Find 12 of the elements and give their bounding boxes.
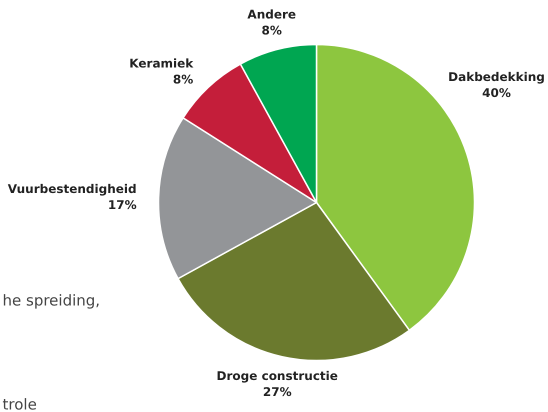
text: he spreiding, xyxy=(2,292,100,310)
data-label: 8% xyxy=(262,23,282,38)
data-label: 17% xyxy=(108,198,137,212)
slice-label: Dakbedekking xyxy=(448,70,545,84)
slice-label: Andere xyxy=(247,7,296,22)
slice-label: Vuurbestendigheid xyxy=(8,182,137,196)
slice-label: Keramiek xyxy=(129,56,194,70)
slice-label: Droge constructie xyxy=(216,369,338,384)
text: trole xyxy=(2,396,37,412)
data-label: 27% xyxy=(262,385,292,400)
data-label: 8% xyxy=(172,72,194,86)
data-label: 40% xyxy=(482,86,511,100)
